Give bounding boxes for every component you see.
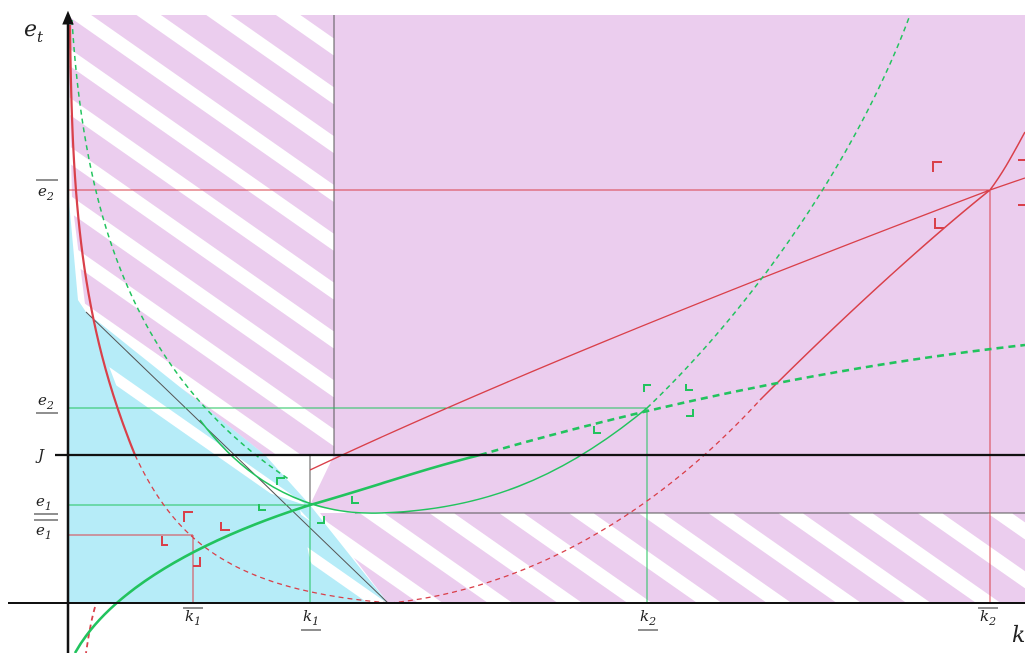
arrow-green-4	[593, 426, 601, 434]
tick-j: J	[35, 446, 45, 464]
tick-k2-bar: k2	[978, 607, 998, 628]
regions	[68, 15, 1025, 603]
arrow-green-2	[685, 384, 693, 391]
arrow-green-7	[258, 504, 266, 511]
arrow-green-8	[317, 516, 325, 524]
magenta-region	[310, 15, 1025, 513]
tick-k2-under: k2	[638, 607, 658, 631]
svg-text:k1: k1	[185, 607, 201, 628]
y-tick-labels: e2 e2 J e1 e1	[34, 179, 58, 542]
svg-text:k1: k1	[303, 607, 319, 628]
arrow-red-6	[220, 522, 230, 531]
tick-e1-bar: e1	[34, 519, 58, 542]
x-tick-labels: k1 k1 k2 k2	[183, 607, 998, 631]
arrow-red-8	[193, 557, 201, 567]
svg-text:e2: e2	[38, 391, 54, 412]
arrow-red-5	[183, 511, 193, 522]
tick-e2-under: e2	[36, 391, 58, 414]
svg-text:e1: e1	[36, 492, 52, 513]
arrow-green-5	[351, 496, 359, 504]
arrow-red-1	[932, 161, 942, 172]
svg-text:e1: e1	[36, 521, 52, 542]
direction-arrows	[161, 159, 1025, 567]
tick-k1-under: k1	[301, 607, 321, 631]
tick-e1-under: e1	[34, 492, 58, 515]
tick-e2-bar: e2	[36, 179, 58, 203]
green-curve-tall-dashed	[71, 19, 291, 481]
y-axis-label: et	[24, 17, 44, 46]
guide-lines	[68, 189, 991, 603]
hatched-region-bottom	[320, 513, 1025, 603]
svg-text:e2: e2	[38, 182, 54, 203]
hatched-region-cyan-lower	[300, 510, 388, 603]
curves	[68, 14, 1025, 653]
arrow-red-2	[934, 218, 944, 229]
red-curve-left	[68, 24, 137, 456]
x-axis-label: k	[1012, 623, 1025, 648]
axes	[8, 10, 1025, 653]
y-axis-arrow	[62, 10, 74, 25]
boundary-lines	[85, 15, 1025, 604]
svg-text:J: J	[35, 446, 45, 464]
green-curve-u-solid	[199, 407, 648, 514]
hatched-region-top-left	[68, 15, 334, 455]
green-curve-thick-dashed	[479, 343, 1025, 457]
cyan-region	[68, 190, 388, 603]
tick-k1-bar: k1	[183, 607, 203, 628]
arrow-green-6	[276, 477, 285, 485]
green-curve-right-dashed	[646, 14, 911, 409]
red-line-rising	[309, 177, 1025, 471]
red-curve-left-dashed	[134, 454, 391, 604]
diagonal-boundary	[85, 311, 389, 604]
svg-text:k2: k2	[980, 607, 996, 628]
arrow-green-1	[643, 384, 651, 392]
red-curve-u-solid	[759, 131, 1025, 401]
svg-text:k2: k2	[640, 607, 656, 628]
arrow-red-7	[161, 536, 168, 546]
red-curve-bottom-left-dashed	[85, 606, 96, 653]
axis-labels: et k	[24, 17, 1025, 648]
hatched-region-cyan	[95, 330, 305, 505]
arrow-green-3	[686, 409, 694, 417]
